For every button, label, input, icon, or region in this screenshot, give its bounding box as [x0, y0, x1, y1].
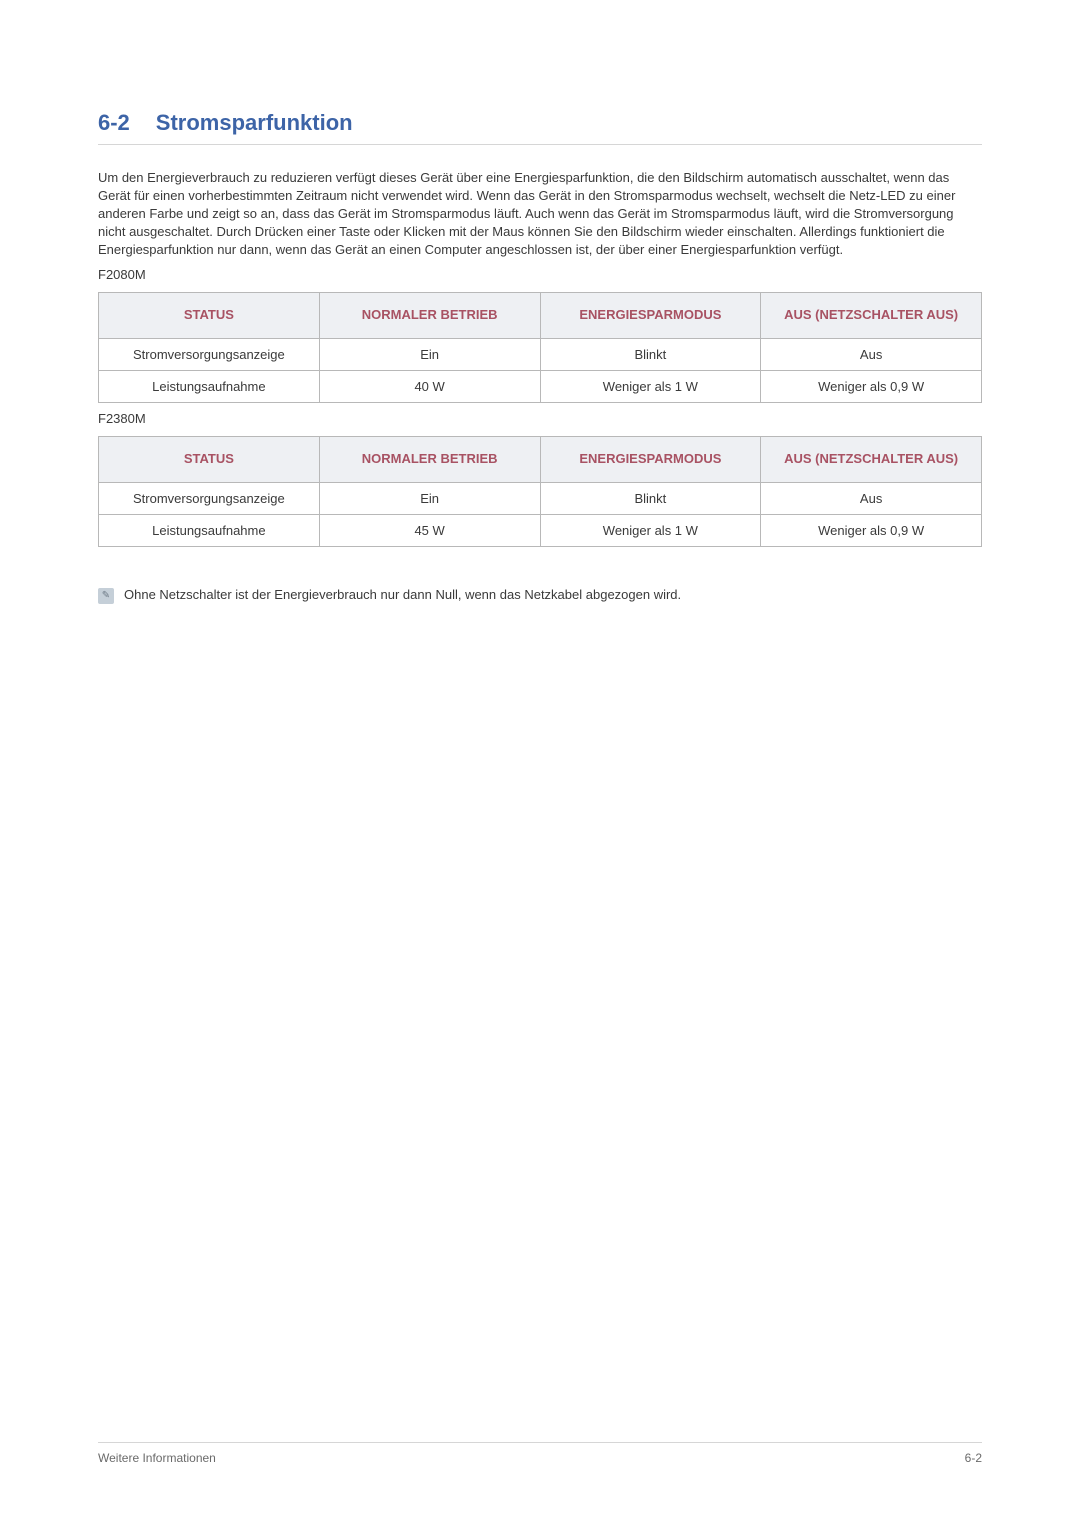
cell: Ein — [319, 338, 540, 370]
heading-number: 6-2 — [98, 110, 130, 136]
table-row: Leistungsaufnahme 45 W Weniger als 1 W W… — [99, 514, 982, 546]
section-heading: 6-2 Stromsparfunktion — [98, 110, 982, 145]
col-header: STATUS — [99, 292, 320, 338]
cell: Stromversorgungsanzeige — [99, 482, 320, 514]
table-f2080m: STATUS NORMALER BETRIEB ENERGIESPARMODUS… — [98, 292, 982, 403]
cell: Stromversorgungsanzeige — [99, 338, 320, 370]
model-label-1: F2080M — [98, 267, 982, 282]
col-header: AUS (NETZSCHALTER AUS) — [761, 436, 982, 482]
note: ✎ Ohne Netzschalter ist der Energieverbr… — [98, 587, 982, 604]
cell: 40 W — [319, 370, 540, 402]
model-label-2: F2380M — [98, 411, 982, 426]
body-paragraph: Um den Energieverbrauch zu reduzieren ve… — [98, 169, 982, 259]
cell: Weniger als 1 W — [540, 370, 761, 402]
cell: Aus — [761, 482, 982, 514]
cell: Ein — [319, 482, 540, 514]
footer-left: Weitere Informationen — [98, 1451, 216, 1465]
col-header: ENERGIESPARMODUS — [540, 436, 761, 482]
table-f2380m: STATUS NORMALER BETRIEB ENERGIESPARMODUS… — [98, 436, 982, 547]
table-header-row: STATUS NORMALER BETRIEB ENERGIESPARMODUS… — [99, 292, 982, 338]
cell: Blinkt — [540, 482, 761, 514]
col-header: NORMALER BETRIEB — [319, 436, 540, 482]
note-icon: ✎ — [98, 588, 114, 604]
cell: 45 W — [319, 514, 540, 546]
cell: Weniger als 1 W — [540, 514, 761, 546]
cell: Leistungsaufnahme — [99, 370, 320, 402]
cell: Blinkt — [540, 338, 761, 370]
table-header-row: STATUS NORMALER BETRIEB ENERGIESPARMODUS… — [99, 436, 982, 482]
col-header: ENERGIESPARMODUS — [540, 292, 761, 338]
page-footer: Weitere Informationen 6-2 — [98, 1442, 982, 1465]
table-row: Leistungsaufnahme 40 W Weniger als 1 W W… — [99, 370, 982, 402]
cell: Leistungsaufnahme — [99, 514, 320, 546]
cell: Weniger als 0,9 W — [761, 514, 982, 546]
note-text: Ohne Netzschalter ist der Energieverbrau… — [124, 587, 681, 602]
cell: Aus — [761, 338, 982, 370]
cell: Weniger als 0,9 W — [761, 370, 982, 402]
table-row: Stromversorgungsanzeige Ein Blinkt Aus — [99, 482, 982, 514]
footer-right: 6-2 — [965, 1451, 982, 1465]
col-header: AUS (NETZSCHALTER AUS) — [761, 292, 982, 338]
heading-title: Stromsparfunktion — [156, 110, 353, 136]
col-header: STATUS — [99, 436, 320, 482]
table-row: Stromversorgungsanzeige Ein Blinkt Aus — [99, 338, 982, 370]
col-header: NORMALER BETRIEB — [319, 292, 540, 338]
page: 6-2 Stromsparfunktion Um den Energieverb… — [0, 0, 1080, 1527]
